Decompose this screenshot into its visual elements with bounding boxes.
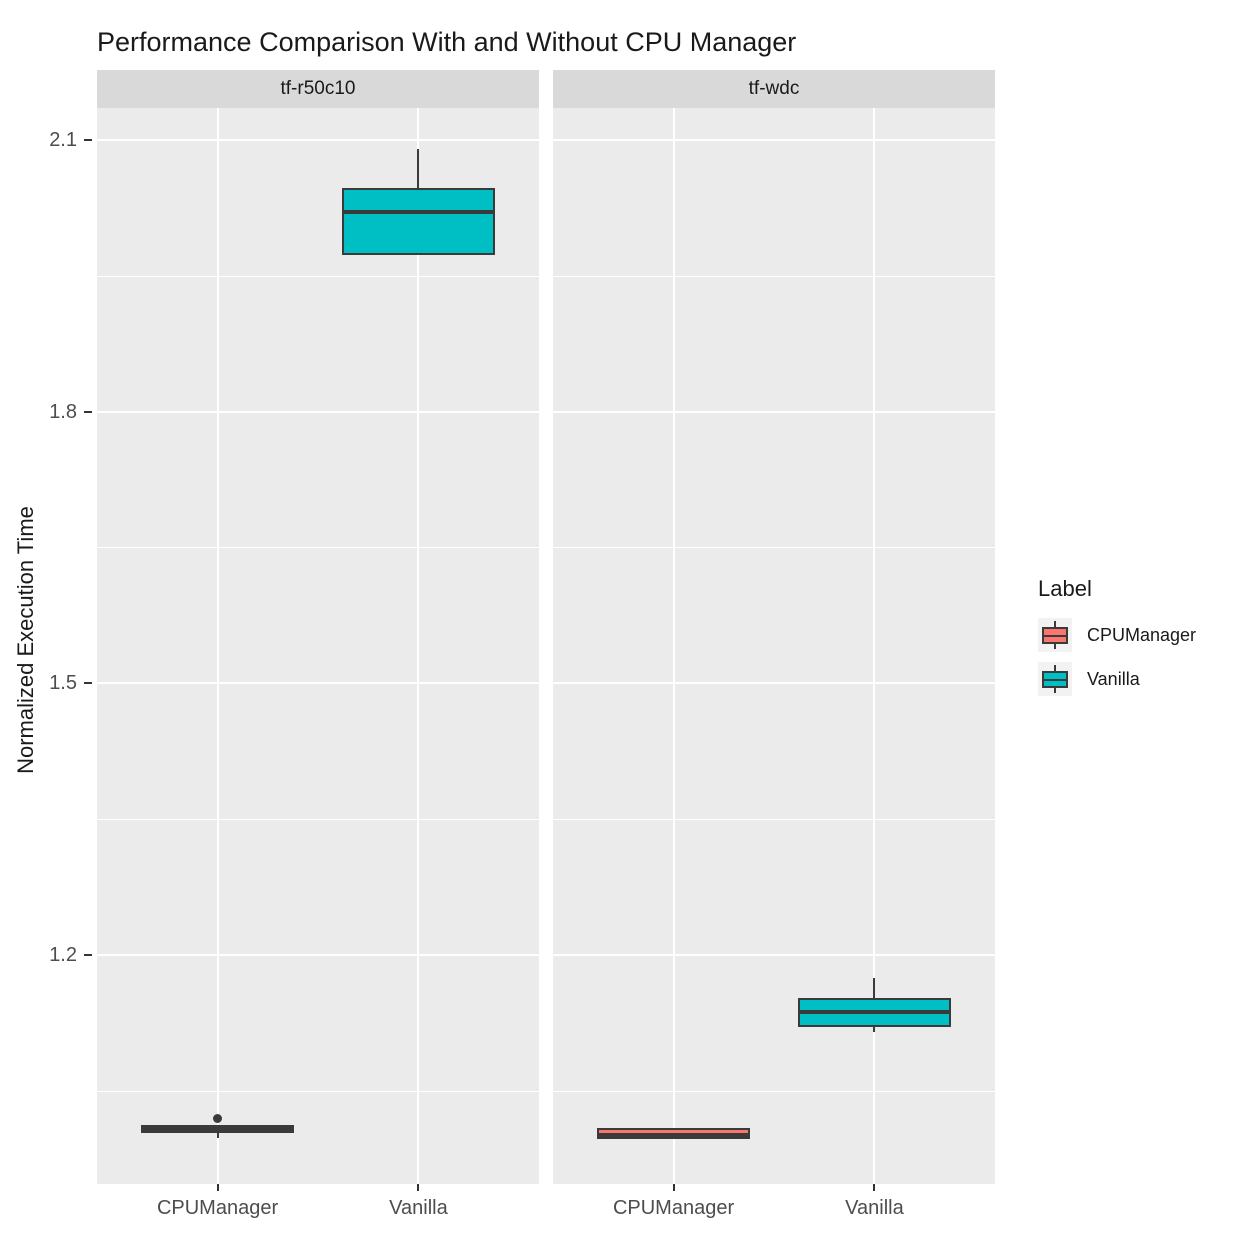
outlier-point [213, 1113, 223, 1123]
gridline-major [97, 682, 539, 685]
x-tick-label: CPUManager [156, 1197, 279, 1219]
gridline-major [97, 410, 539, 413]
gridline-minor [553, 547, 995, 549]
facet-strip: tf-wdc [553, 70, 995, 108]
gridline-x-major [873, 108, 875, 1184]
legend-entry-label: CPUManager [1087, 624, 1197, 645]
boxplot-key-icon-cpumanager [1038, 618, 1072, 652]
y-tick [84, 954, 92, 956]
key-box [1042, 671, 1068, 688]
y-tick-label: 1.2 [49, 944, 77, 966]
boxplot-key-icon-vanilla [1038, 662, 1072, 696]
gridline-x-major [217, 108, 219, 1184]
box-whisker-upper [417, 149, 420, 190]
legend-title: Label [1038, 576, 1092, 601]
legend-entry-vanilla: Vanilla [1038, 662, 1196, 696]
facet-strip: tf-r50c10 [97, 70, 539, 108]
gridline-minor [553, 1090, 995, 1092]
median-line [797, 1010, 951, 1015]
gridline-x-major [673, 108, 675, 1184]
x-tick [873, 1184, 876, 1191]
y-tick [84, 410, 92, 413]
y-tick [84, 682, 92, 685]
y-tick-label: 1.8 [49, 400, 77, 423]
legend-entry-cpumanager: CPUManager [1038, 618, 1196, 652]
gridline-minor [553, 275, 995, 277]
key-median-line [1044, 678, 1066, 681]
x-tick [417, 1184, 420, 1191]
key-median-line [1044, 634, 1066, 637]
facet-panel [97, 108, 539, 1184]
gridline-major [553, 138, 995, 141]
legend: Label CPUManager Vanilla [1038, 576, 1196, 706]
x-tick [216, 1184, 219, 1191]
gridline-minor [97, 819, 539, 821]
gridline-minor [97, 547, 539, 549]
y-axis-title: Normalized Execution Time [13, 506, 38, 774]
box-whisker-lower [216, 1130, 219, 1138]
key-box [1042, 627, 1068, 644]
gridline-major [553, 682, 995, 685]
median-line [341, 210, 495, 215]
gridline-major [553, 410, 995, 413]
chart-title: Performance Comparison With and Without … [97, 27, 797, 57]
x-tick-label: Vanilla [845, 1197, 904, 1219]
gridline-minor [553, 819, 995, 821]
median-line [141, 1126, 295, 1131]
gridline-minor [97, 1090, 539, 1092]
gridline-major [97, 954, 539, 956]
y-tick-label: 2.1 [49, 128, 77, 151]
gridline-minor [97, 275, 539, 277]
gridline-major [97, 138, 539, 141]
box-whisker-upper [873, 977, 876, 1001]
gridline-x-major [417, 108, 419, 1184]
y-tick-label: 1.5 [49, 672, 77, 695]
median-line [597, 1133, 751, 1138]
facet-panel [553, 108, 995, 1184]
x-tick [672, 1184, 675, 1191]
x-tick-label: Vanilla [389, 1197, 448, 1219]
boxplot-box [341, 187, 495, 256]
box-whisker-lower [873, 1024, 876, 1032]
y-tick [84, 138, 92, 141]
facet-strip-label: tf-r50c10 [280, 78, 356, 99]
legend-entry-label: Vanilla [1087, 668, 1140, 689]
facet-strip-label: tf-wdc [748, 78, 800, 99]
gridline-major [553, 954, 995, 956]
x-tick-label: CPUManager [612, 1197, 735, 1219]
